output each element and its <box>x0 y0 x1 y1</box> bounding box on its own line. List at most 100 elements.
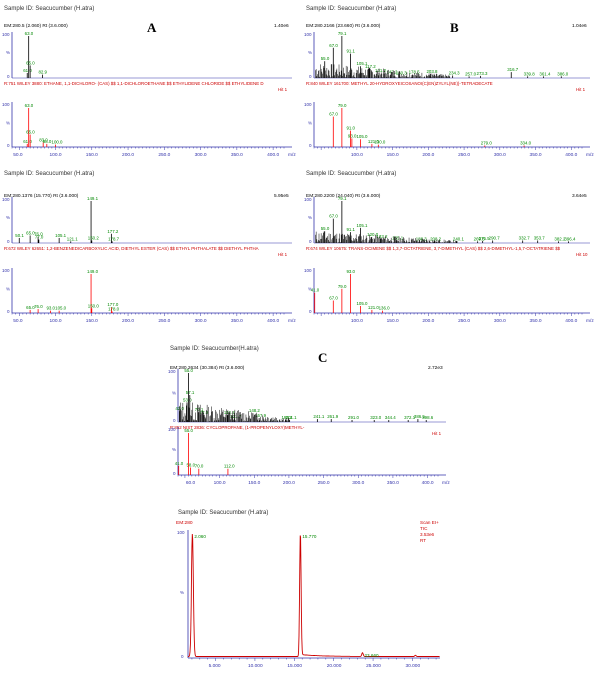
y-tick-label: 0 <box>181 654 184 659</box>
peak-label: 121.7 <box>230 414 242 419</box>
x-tick-label: 15.000 <box>287 663 302 669</box>
peak-label: 323.0 <box>370 415 382 420</box>
peak-label: 241.1 <box>313 414 325 419</box>
peak-label: 147.2 <box>386 70 398 75</box>
x-tick-label: 300.0 <box>195 152 207 158</box>
spectrum-header: EM:280.2166 (23.660) Rt (3.6.000) <box>306 23 381 29</box>
spectrum-header: EM:280.5 (2.060) Rt (3.6.000) <box>4 23 68 29</box>
spectrum-header: EM:280.1376 (15.770) Rt (3.6.000) <box>4 193 79 199</box>
peak-label: 157.9 <box>255 413 267 418</box>
peak-label: 67.0 <box>329 112 338 117</box>
peak-label: 149.1 <box>87 196 99 201</box>
peak-label: 136.0 <box>379 306 391 311</box>
panel-letter: B <box>450 20 459 35</box>
y-tick-label: 100 <box>2 102 10 107</box>
peak-label: 93.0 <box>346 269 355 274</box>
sample-id: Sample ID: Seacucumber (H.atra) <box>4 171 94 177</box>
peak-label: 339.8 <box>524 71 536 76</box>
y-tick-label: 0 <box>309 239 312 244</box>
hit-label: Hit 1 <box>278 252 288 257</box>
x-tick-label: 200.0 <box>422 318 434 324</box>
peak-label: 79.0 <box>338 284 347 289</box>
x-tick-label: 400.0 <box>565 318 577 324</box>
x-tick-label: 200.0 <box>283 480 295 486</box>
peak-label: 105.1 <box>356 223 368 228</box>
peak-label: 353.7 <box>534 235 546 240</box>
tic-trace <box>188 533 440 657</box>
peak-label: 291.0 <box>348 415 360 420</box>
peak-label: 257.0 <box>465 71 477 76</box>
ms-panel-1: Sample ID: Seacucumber (H.atra) EM:280.5 … <box>2 6 296 158</box>
y-tick-label: 100 <box>304 32 312 37</box>
ms-noise <box>179 402 290 422</box>
x-tick-label: 400.0 <box>565 152 577 158</box>
peak-label: 396.4 <box>564 236 576 241</box>
x-tick-label: 20.000 <box>327 663 342 669</box>
peak-label: 382.2 <box>554 236 566 241</box>
x-tick-label: 250.0 <box>318 480 330 486</box>
y-tick-label: % <box>6 121 10 126</box>
peak-label: 105.1 <box>55 233 67 238</box>
peak-label: 65.0 <box>26 230 35 235</box>
peak-label: 133.2 <box>376 234 388 239</box>
y-tick-label: % <box>6 50 10 55</box>
peak-label: 276.5 <box>479 236 491 241</box>
peak-label: 79.0 <box>338 103 347 108</box>
tic-info: Scan EI+ <box>420 520 439 525</box>
peak-label: 149.0 <box>87 269 99 274</box>
peak-label: 55.0 <box>321 226 330 231</box>
sample-id: Sample ID: Seacucumber(H.atra) <box>170 346 259 352</box>
x-tick-label: 100.0 <box>214 480 226 486</box>
library-match: R:751 WILEY 3880: ETHANE, 1,1-DICHLORO- … <box>4 81 264 86</box>
peak-label: 79.1 <box>338 196 347 201</box>
y-tick-label: % <box>308 287 312 292</box>
peak-label: 65.0 <box>26 130 35 135</box>
x-tick-label: 100.0 <box>351 318 363 324</box>
x-tick-label: 150.0 <box>86 152 98 158</box>
peak-label: 121.1 <box>67 236 79 241</box>
peak-label: 398.6 <box>422 415 434 420</box>
peak-label: 261.9 <box>327 414 339 419</box>
x-axis-label: m/z <box>586 152 594 158</box>
hit-label: Hit 1 <box>576 87 586 92</box>
x-tick-label: 200.0 <box>122 152 134 158</box>
peak-label: 65.0 <box>26 305 35 310</box>
tic-peak-label: 15.770 <box>302 534 316 539</box>
peak-label: 70.0 <box>195 464 204 469</box>
peak-label: 88.0 <box>43 139 52 144</box>
ms-noise <box>315 231 458 243</box>
peak-label: 79.1 <box>338 31 347 36</box>
x-tick-label: 200.0 <box>122 318 134 324</box>
peak-label: 112.0 <box>224 464 235 469</box>
ms-panel-3: Sample ID: Seacucumber (H.atra) EM:280.13… <box>2 171 296 324</box>
y-tick-label: 100 <box>177 530 185 535</box>
tic-info: 3.53e6 <box>420 532 434 537</box>
peak-label: 208.2 <box>430 236 442 241</box>
peak-label: 361.4 <box>539 71 551 76</box>
peak-label: 273.3 <box>477 71 489 76</box>
peak-label: 121.0 <box>368 139 380 144</box>
peak-label: 155.1 <box>392 235 404 240</box>
peak-label: 42.0 <box>175 406 184 411</box>
peak-label: 57.1 <box>186 390 195 395</box>
peak-label: 386.5 <box>414 414 426 419</box>
y-tick-label: % <box>308 121 312 126</box>
y-tick-label: % <box>180 590 184 595</box>
peak-label: 386.0 <box>557 71 569 76</box>
tic-peak-label: 2.060 <box>194 534 206 539</box>
tic-panel: Sample ID: Seacucumber (H.atra) EM:280 Sca… <box>176 510 440 669</box>
peak-label: 290.7 <box>489 235 501 240</box>
peak-label: 83.0 <box>39 137 48 142</box>
peak-label: 76.0 <box>34 232 43 237</box>
peak-label: 50.1 <box>15 233 24 238</box>
peak-label: 148.2 <box>249 408 261 413</box>
hit-label: Hit 1 <box>278 87 288 92</box>
x-tick-label: 400.0 <box>267 152 279 158</box>
y-tick-label: 0 <box>309 143 312 148</box>
peak-label: 316.7 <box>507 67 519 72</box>
peak-label: 150.2 <box>88 235 100 240</box>
x-tick-label: 200.0 <box>422 152 434 158</box>
sample-id: Sample ID: Seacucumber (H.atra) <box>306 171 396 177</box>
peak-label: 77.0 <box>35 235 44 240</box>
peak-label: 61.0 <box>23 139 32 144</box>
